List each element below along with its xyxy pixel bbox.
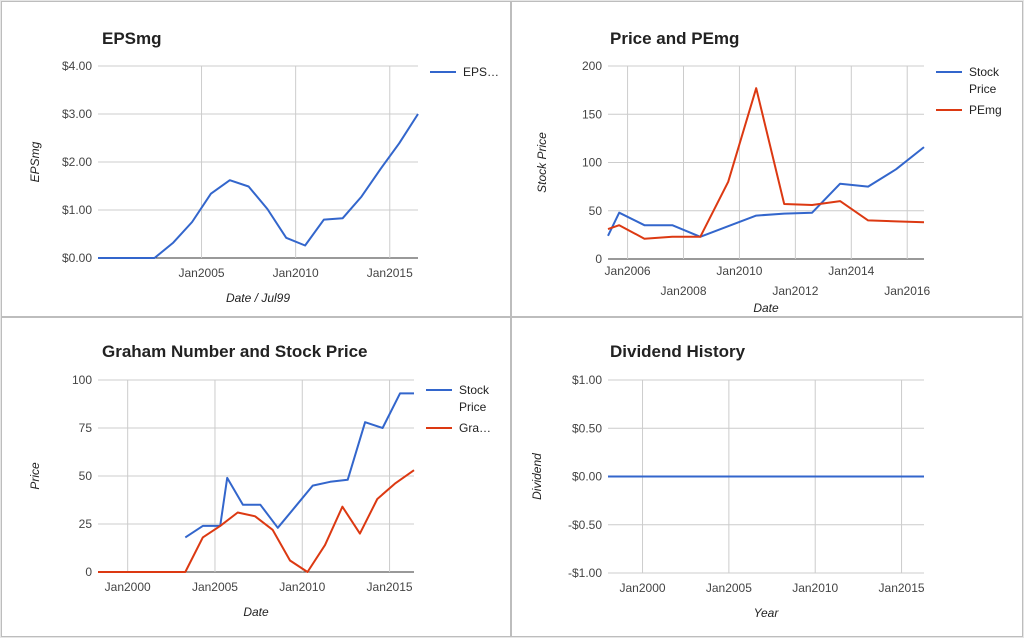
x-tick-label: Jan2008	[660, 284, 706, 298]
y-tick-label: 100	[582, 156, 602, 170]
y-tick-label: $0.00	[572, 470, 602, 484]
eps-chart: EPSmg $0.00 $1.00 $2.00 $3.00 $4.00 Jan2005 Jan…	[28, 29, 499, 305]
y-tick-label: 50	[79, 469, 93, 483]
graham-chart-panel: Graham Number and Stock Price 0 25 50 75 100 J…	[1, 317, 511, 637]
y-tick-label: 75	[79, 421, 93, 435]
y-tick-label: $4.00	[62, 59, 92, 73]
y-tick-label: 0	[595, 252, 602, 266]
x-tick-label: Jan2014	[828, 264, 874, 278]
chart-title: EPSmg	[102, 29, 162, 48]
chart-title: Graham Number and Stock Price	[102, 342, 367, 361]
y-tick-label: 150	[582, 107, 602, 121]
y-tick-label: -$1.00	[568, 566, 602, 580]
x-tick-label: Jan2012	[772, 284, 818, 298]
series-line-eps	[98, 113, 419, 259]
x-tick-label: Jan2000	[105, 580, 151, 594]
x-tick-label: Jan2010	[792, 581, 838, 595]
x-axis-title: Year	[754, 606, 780, 620]
x-tick-label: Jan2015	[367, 580, 413, 594]
y-tick-label: 0	[85, 565, 92, 579]
y-axis-title: Stock Price	[535, 132, 549, 193]
legend-label: EPS…	[463, 65, 499, 79]
x-tick-label: Jan2010	[273, 266, 319, 280]
y-axis-title: Dividend	[530, 453, 544, 500]
dividend-chart: Dividend History -$1.00 -$0.50 $0.00 $0.50 $1…	[530, 342, 925, 620]
y-tick-label: -$0.50	[568, 518, 602, 532]
y-tick-label: 200	[582, 59, 602, 73]
legend-label: Price	[459, 400, 487, 414]
eps-chart-panel: EPSmg $0.00 $1.00 $2.00 $3.00 $4.00 Jan2005 Jan…	[1, 1, 511, 317]
x-tick-label: Jan2015	[367, 266, 413, 280]
x-tick-label: Jan2000	[620, 581, 666, 595]
series-line-gra	[98, 469, 415, 573]
x-axis-title: Date / Jul99	[226, 291, 290, 305]
legend-label: Price	[969, 82, 997, 96]
x-tick-label: Jan2005	[179, 266, 225, 280]
y-tick-label: 50	[589, 204, 603, 218]
series-line-pemg	[607, 87, 925, 240]
x-tick-label: Jan2015	[879, 581, 925, 595]
legend-label: PEmg	[969, 103, 1002, 117]
legend-label: Stock	[459, 383, 490, 397]
x-axis-title: Date	[753, 301, 779, 315]
x-tick-label: Jan2005	[706, 581, 752, 595]
x-tick-label: Jan2006	[605, 264, 651, 278]
y-tick-label: $1.00	[572, 373, 602, 387]
series-line-stock-price	[607, 146, 925, 238]
y-tick-label: $1.00	[62, 203, 92, 217]
legend-label: Gra…	[459, 421, 491, 435]
x-tick-label: Jan2010	[716, 264, 762, 278]
chart-title: Dividend History	[610, 342, 746, 361]
y-tick-label: $0.00	[62, 251, 92, 265]
dividend-chart-panel: Dividend History -$1.00 -$0.50 $0.00 $0.50 $1…	[511, 317, 1023, 637]
x-tick-label: Jan2010	[279, 580, 325, 594]
y-tick-label: 25	[79, 517, 93, 531]
y-tick-label: $3.00	[62, 107, 92, 121]
legend-label: Stock	[969, 65, 1000, 79]
price-pe-chart: Price and PEmg 0 50 100 150 200 Jan2006 Jan2008…	[535, 29, 1002, 315]
series-line-stock-price	[184, 392, 414, 539]
x-tick-label: Jan2005	[192, 580, 238, 594]
y-axis-title: Price	[28, 462, 42, 490]
y-tick-label: $0.50	[572, 421, 602, 435]
x-tick-label: Jan2016	[884, 284, 930, 298]
chart-title: Price and PEmg	[610, 29, 739, 48]
y-tick-label: $2.00	[62, 155, 92, 169]
y-tick-label: 100	[72, 373, 92, 387]
x-axis-title: Date	[243, 605, 269, 619]
graham-chart: Graham Number and Stock Price 0 25 50 75 100 J…	[28, 342, 491, 619]
price-pe-chart-panel: Price and PEmg 0 50 100 150 200 Jan2006 Jan2008…	[511, 1, 1023, 317]
y-axis-title: EPSmg	[28, 141, 42, 182]
